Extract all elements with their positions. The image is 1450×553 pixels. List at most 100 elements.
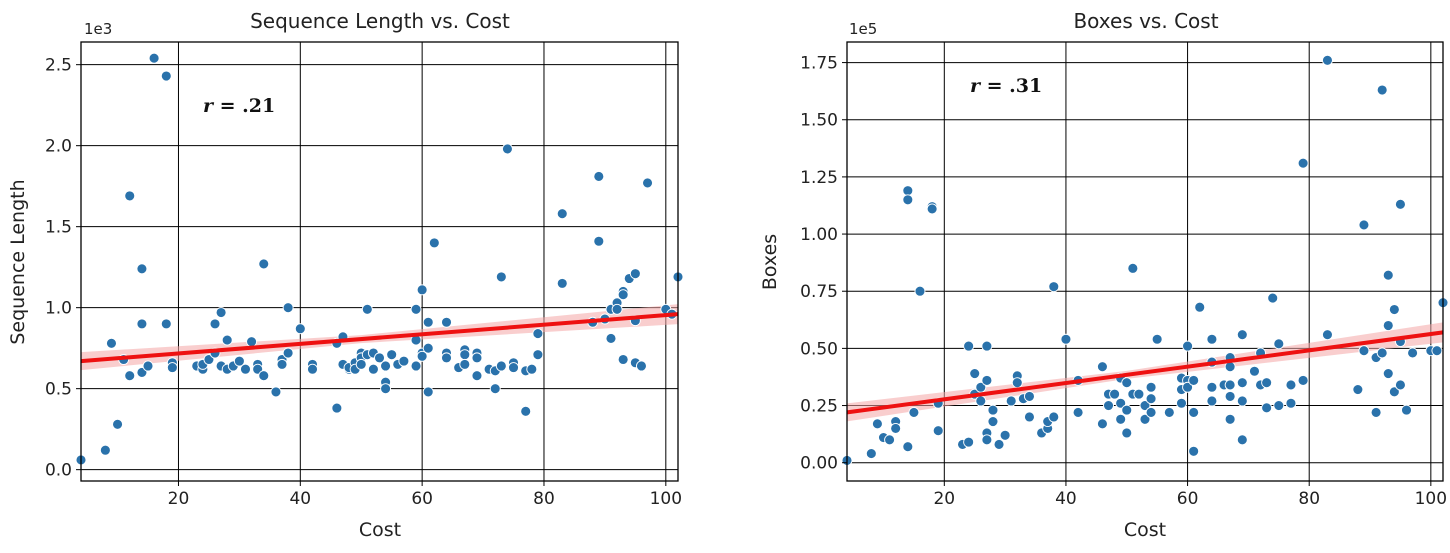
data-point [215, 307, 227, 318]
data-point [1376, 347, 1388, 359]
data-point [1236, 434, 1248, 446]
data-point [520, 405, 532, 417]
x-tick-label: 80 [533, 489, 555, 509]
data-point [508, 362, 519, 374]
data-point [441, 352, 452, 364]
annotation-value: = .31 [980, 75, 1042, 97]
y-offset-label: 1e3 [84, 20, 112, 38]
data-point [489, 383, 501, 395]
data-point [1407, 347, 1419, 359]
data-point [1072, 406, 1084, 418]
data-point [1267, 292, 1279, 304]
data-point [410, 303, 422, 315]
data-point [1285, 379, 1297, 391]
regression-line [80, 312, 679, 364]
data-point [981, 374, 993, 386]
plot-frame [846, 41, 1444, 482]
data-point [635, 360, 647, 372]
data-point [593, 171, 605, 182]
chart-boxes-vs-cost: Boxes vs. Cost 1e5 20 40 60 80 100 0.00 0.25 0… [759, 9, 1449, 541]
data-point [1176, 397, 1187, 409]
data-point [884, 434, 896, 446]
data-point [1224, 379, 1236, 391]
data-point [1048, 281, 1060, 293]
y-tick-label: 0.75 [800, 282, 838, 302]
chart-title: Sequence Length vs. Cost [250, 9, 510, 33]
data-point [428, 237, 440, 249]
data-point [963, 340, 975, 352]
data-point [495, 360, 507, 372]
data-point [556, 208, 568, 220]
data-point [1048, 411, 1060, 423]
data-point [526, 363, 538, 375]
data-point [106, 337, 117, 349]
data-point [270, 386, 282, 398]
data-point [246, 336, 258, 348]
data-point [1358, 219, 1370, 231]
data-point [112, 418, 124, 430]
data-point [532, 328, 544, 340]
data-point [367, 363, 379, 375]
data-point [1236, 395, 1248, 407]
data-point [629, 268, 641, 280]
data-point [209, 318, 221, 330]
x-tick-label: 100 [1415, 489, 1447, 509]
data-point [1297, 157, 1309, 169]
data-point [398, 355, 410, 367]
data-point [1382, 269, 1394, 281]
y-tick-label: 0.50 [800, 339, 838, 359]
data-point [258, 258, 270, 270]
data-point [1182, 340, 1194, 352]
data-point [240, 363, 251, 375]
data-point [422, 342, 434, 354]
data-point [294, 323, 306, 335]
data-point [926, 203, 938, 215]
data-point [1011, 377, 1023, 389]
data-point [1096, 418, 1108, 430]
data-point [1188, 406, 1200, 418]
y-axis-label: Sequence Length [7, 179, 29, 344]
data-point [501, 143, 513, 155]
data-point [282, 347, 294, 359]
data-point [386, 349, 398, 361]
data-point [1115, 397, 1127, 409]
data-point [1145, 406, 1157, 418]
data-point [410, 360, 422, 372]
data-point [380, 360, 392, 372]
data-point [148, 52, 160, 64]
data-point [642, 177, 653, 189]
data-point [441, 316, 452, 328]
data-point [1194, 301, 1206, 313]
data-point [1109, 388, 1121, 400]
data-point [1401, 404, 1412, 416]
data-point [258, 370, 270, 382]
y-tick-label: 0.00 [800, 454, 838, 474]
data-point [99, 444, 111, 456]
x-tick-label: 20 [168, 489, 190, 509]
data-point [1145, 393, 1157, 405]
data-point [1431, 345, 1443, 357]
correlation-annotation: r = .21 [203, 95, 275, 117]
data-point [1388, 304, 1400, 315]
data-point [1023, 411, 1035, 423]
data-point [1224, 413, 1236, 425]
data-point [1394, 379, 1406, 391]
data-point [1096, 361, 1108, 373]
x-axis-label: Cost [1124, 519, 1166, 541]
data-point [1388, 386, 1400, 398]
data-point [865, 448, 877, 460]
y-tick-label: 0.25 [800, 397, 838, 417]
data-point [1133, 388, 1145, 400]
y-tick-label: 1.25 [800, 168, 838, 188]
data-point [1297, 374, 1309, 386]
data-point [890, 422, 902, 434]
data-point [1163, 406, 1175, 418]
data-point [1206, 333, 1218, 345]
data-point [902, 185, 914, 197]
data-point [124, 190, 136, 202]
regression-line [846, 330, 1444, 415]
data-point [160, 318, 172, 330]
chart-title: Boxes vs. Cost [1073, 9, 1218, 33]
data-point [282, 302, 294, 314]
data-point [1358, 345, 1370, 357]
